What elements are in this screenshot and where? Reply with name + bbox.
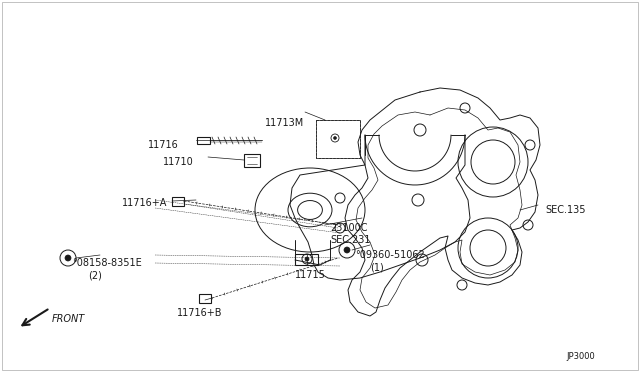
Text: 11716+A: 11716+A xyxy=(122,198,168,208)
Text: 11716: 11716 xyxy=(148,140,179,150)
Text: °09360-51062: °09360-51062 xyxy=(355,250,425,260)
Circle shape xyxy=(305,257,309,261)
Text: SEC.231: SEC.231 xyxy=(330,235,371,245)
Text: 11715: 11715 xyxy=(294,270,325,280)
Text: 11710: 11710 xyxy=(163,157,194,167)
Text: 11716+B: 11716+B xyxy=(177,308,223,318)
Text: JP3000: JP3000 xyxy=(566,352,595,361)
Circle shape xyxy=(344,247,350,253)
Bar xyxy=(316,120,360,158)
Text: 11713M: 11713M xyxy=(265,118,304,128)
Text: FRONT: FRONT xyxy=(52,314,85,324)
Text: °08158-8351E: °08158-8351E xyxy=(72,258,141,268)
Circle shape xyxy=(65,255,71,261)
Text: (1): (1) xyxy=(370,262,384,272)
Text: SEC.135: SEC.135 xyxy=(545,205,586,215)
Text: (2): (2) xyxy=(88,270,102,280)
Circle shape xyxy=(333,137,337,140)
Text: 23100C: 23100C xyxy=(330,223,367,233)
